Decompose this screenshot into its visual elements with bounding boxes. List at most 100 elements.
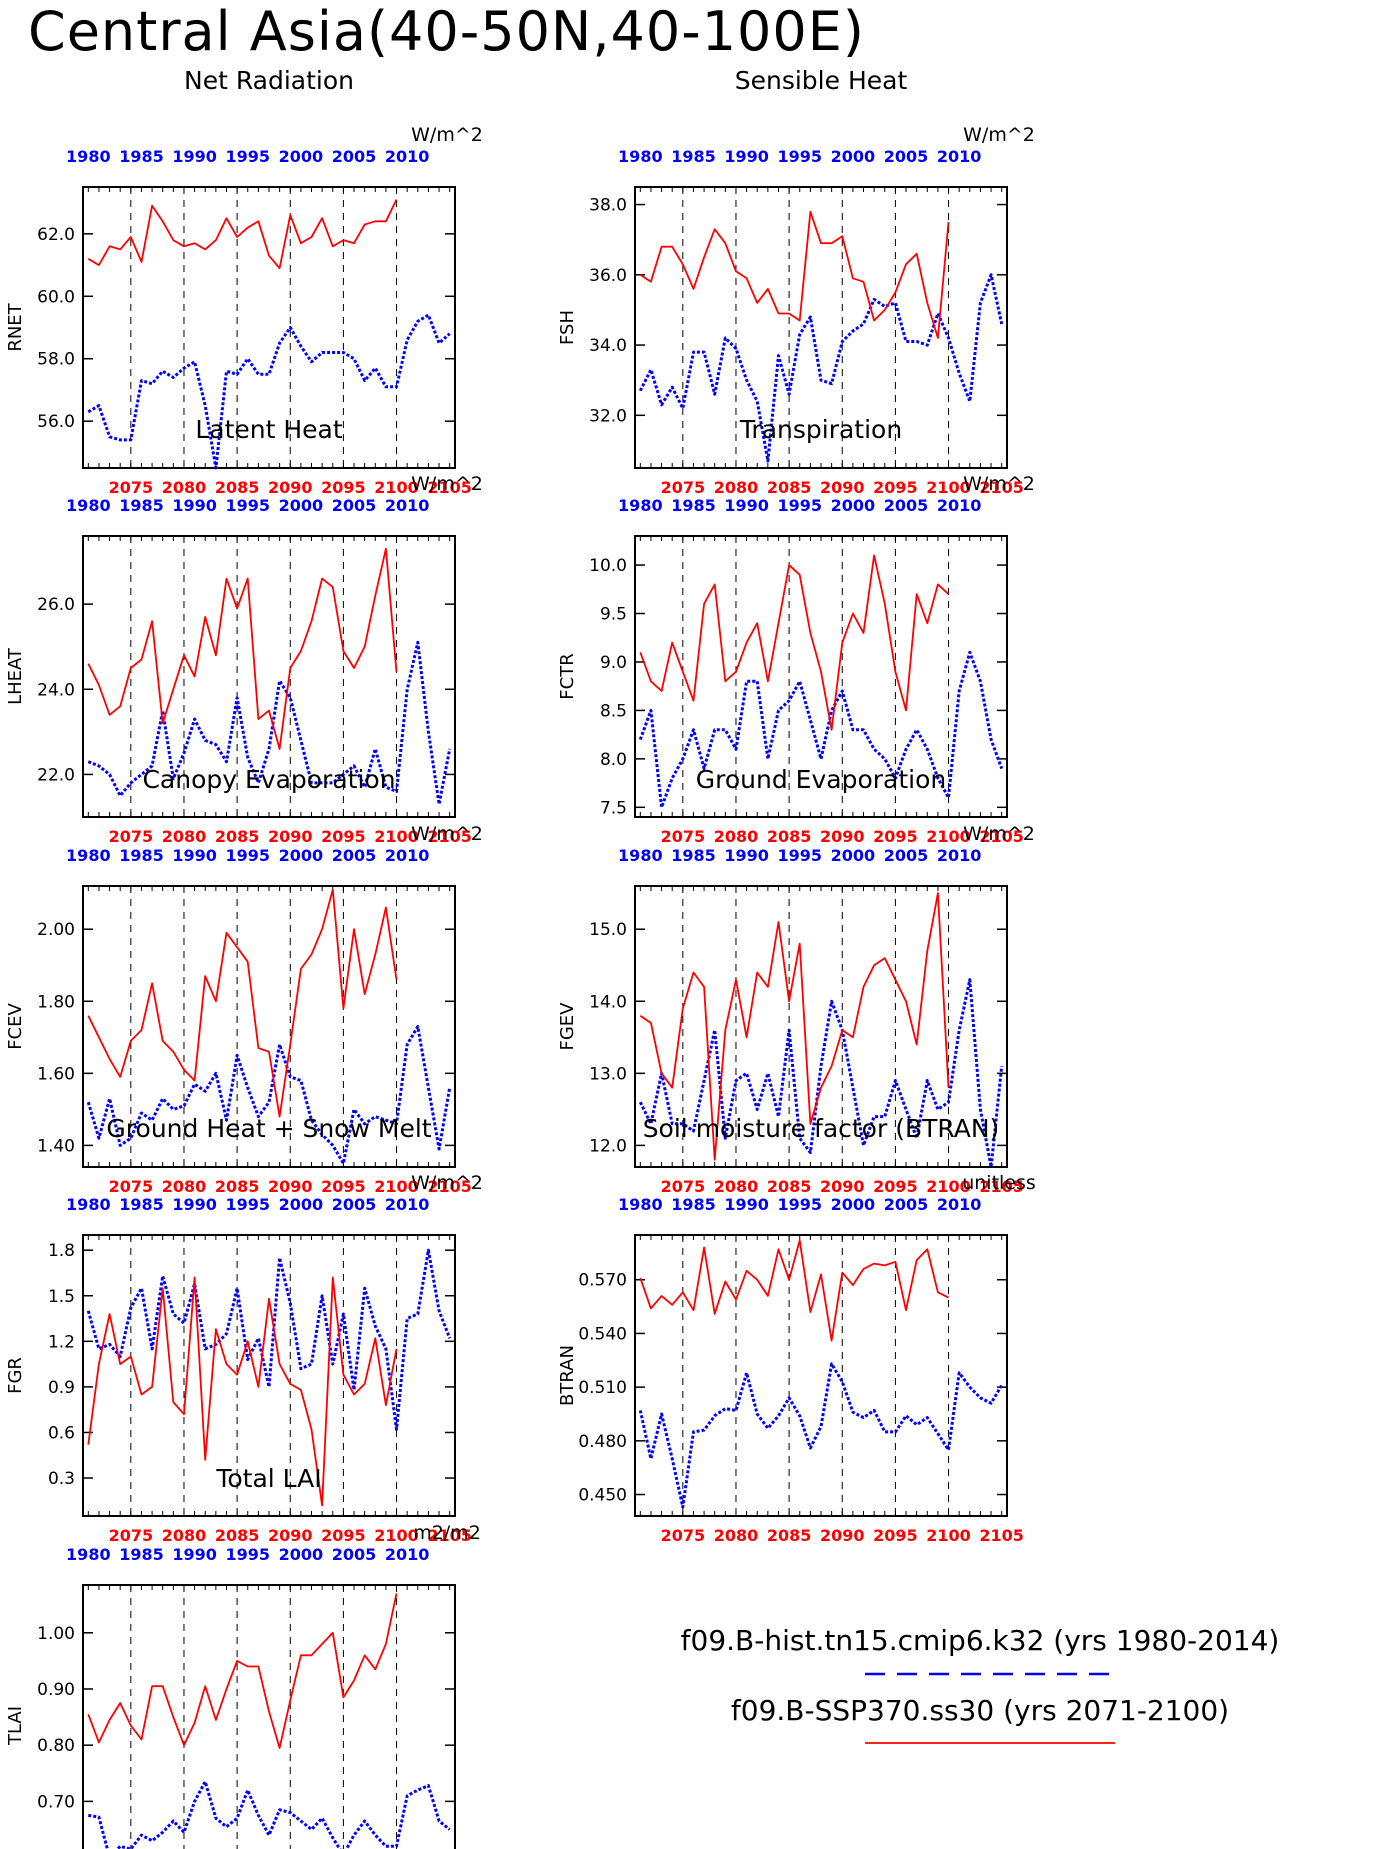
- top-axis-label: 1995: [225, 846, 270, 865]
- y-tick-label: 0.70: [37, 1792, 75, 1812]
- chart-panel-7: Ground Heat + Snow Melt W/m^2 0.3 0.6 0.9 1.2…: [5, 1114, 483, 1545]
- bottom-axis-label: 2075: [109, 1526, 154, 1545]
- top-axis-label: 1990: [172, 846, 217, 865]
- top-axis-label: 1995: [777, 147, 822, 166]
- chart-title: Latent Heat: [195, 415, 343, 444]
- bottom-axis-label: 2105: [979, 827, 1024, 846]
- y-tick-label: 0.90: [37, 1680, 75, 1700]
- top-axis-label: 1990: [172, 147, 217, 166]
- top-axis-label: 1980: [66, 1545, 111, 1564]
- series-line-future: [639, 210, 950, 339]
- legend-hist-label: f09.B-hist.tn15.cmip6.k32 (yrs 1980-2014…: [680, 1624, 1280, 1657]
- top-axis-label: 1985: [671, 846, 716, 865]
- bottom-axis-label: 2100: [374, 1177, 419, 1196]
- y-tick-label: 1.2: [48, 1332, 75, 1352]
- y-tick-label: 9.5: [600, 605, 627, 625]
- top-axis-label: 1980: [66, 846, 111, 865]
- top-axis-label: 1990: [172, 496, 217, 515]
- y-tick-label: 38.0: [589, 196, 627, 216]
- y-axis-label: TLAI: [5, 1706, 26, 1746]
- units-label: W/m^2: [411, 473, 483, 495]
- series-line-future: [639, 892, 950, 1161]
- top-axis-label: 2000: [279, 1195, 324, 1214]
- chart-panel-4: Transpiration W/m^2 7.5 8.0 8.5 9.0 9.5 10.0 207…: [557, 415, 1035, 846]
- chart-title: Transpiration: [739, 415, 902, 444]
- bottom-axis-label: 2075: [109, 478, 154, 497]
- top-axis-label: 1985: [671, 147, 716, 166]
- y-tick-label: 1.00: [37, 1624, 75, 1644]
- top-axis-label: 2010: [937, 496, 982, 515]
- y-tick-label: 36.0: [589, 266, 627, 286]
- chart-panel-8: Soil moisture factor (BTRAN) unitless 0.45…: [557, 1114, 1036, 1545]
- bottom-axis-label: 2090: [820, 827, 865, 846]
- chart-panel-5: Canopy Evaporation W/m^2 1.40 1.60 1.80 2.00 2…: [5, 765, 483, 1196]
- bottom-axis-label: 2080: [714, 1177, 759, 1196]
- bottom-axis-label: 2100: [926, 827, 971, 846]
- top-axis-label: 1995: [777, 846, 822, 865]
- series-line-future: [87, 1276, 398, 1507]
- top-axis-label: 2000: [831, 846, 876, 865]
- top-axis-label: 1990: [724, 496, 769, 515]
- top-axis-label: 2010: [385, 496, 430, 515]
- y-tick-label: 14.0: [589, 992, 627, 1012]
- top-axis-label: 1985: [671, 1195, 716, 1214]
- top-axis-label: 2005: [884, 1195, 929, 1214]
- y-tick-label: 0.510: [578, 1378, 627, 1398]
- series-line-future: [87, 888, 398, 1118]
- y-tick-label: 56.0: [37, 412, 75, 432]
- bottom-axis-label: 2095: [321, 1526, 366, 1545]
- units-label: W/m^2: [411, 823, 483, 845]
- legend: f09.B-hist.tn15.cmip6.k32 (yrs 1980-2014…: [600, 1624, 1360, 1744]
- bottom-axis-label: 2085: [767, 827, 812, 846]
- top-axis-label: 2010: [385, 1195, 430, 1214]
- series-line-future: [87, 1593, 398, 1749]
- bottom-axis-label: 2075: [661, 1526, 706, 1545]
- bottom-axis-label: 2080: [162, 1177, 207, 1196]
- top-axis-label: 1995: [225, 1545, 270, 1564]
- series-line-hist: [638, 1362, 1003, 1509]
- bottom-axis-label: 2100: [374, 1526, 419, 1545]
- top-axis-label: 2010: [937, 1195, 982, 1214]
- bottom-axis-label: 2095: [873, 1526, 918, 1545]
- series-line-hist: [638, 978, 1004, 1169]
- chart-title: Soil moisture factor (BTRAN): [643, 1114, 1000, 1143]
- top-axis-label: 2010: [385, 1545, 430, 1564]
- chart-title: Canopy Evaporation: [142, 765, 395, 794]
- top-axis-label: 2010: [937, 147, 982, 166]
- legend-hist-swatch: [865, 1672, 1115, 1676]
- top-axis-label: 1985: [119, 147, 164, 166]
- top-axis-label: 2005: [884, 147, 929, 166]
- top-axis-label: 1980: [618, 846, 663, 865]
- top-axis-label: 2010: [385, 147, 430, 166]
- y-tick-label: 7.5: [600, 798, 627, 818]
- chart-panel-3: Latent Heat W/m^2 22.0 24.0 26.0 2075 2080 2085…: [5, 415, 483, 846]
- top-axis-label: 2005: [332, 147, 377, 166]
- bottom-axis-label: 2095: [873, 1177, 918, 1196]
- top-axis-label: 2000: [279, 496, 324, 515]
- page-title: Central Asia(40-50N,40-100E): [28, 0, 865, 63]
- bottom-axis-label: 2105: [979, 1177, 1024, 1196]
- series-line-future: [639, 1239, 949, 1342]
- legend-future-swatch: [865, 1742, 1115, 1744]
- top-axis-label: 1980: [618, 1195, 663, 1214]
- y-tick-label: 2.00: [37, 920, 75, 940]
- y-tick-label: 0.450: [578, 1486, 627, 1506]
- bottom-axis-label: 2090: [820, 1526, 865, 1545]
- top-axis-label: 2010: [385, 846, 430, 865]
- units-label: W/m^2: [963, 473, 1035, 495]
- bottom-axis-label: 2075: [661, 1177, 706, 1196]
- chart-title: Total LAI: [215, 1464, 321, 1493]
- units-label: W/m^2: [963, 124, 1035, 146]
- top-axis-label: 1980: [66, 1195, 111, 1214]
- top-axis-label: 2005: [332, 1195, 377, 1214]
- bottom-axis-label: 2075: [661, 827, 706, 846]
- units-label: unitless: [962, 1172, 1036, 1194]
- top-axis-label: 1980: [66, 496, 111, 515]
- y-tick-label: 12.0: [589, 1136, 627, 1156]
- bottom-axis-label: 2080: [162, 1526, 207, 1545]
- top-axis-label: 2010: [937, 846, 982, 865]
- y-axis-label: FCEV: [5, 1003, 26, 1050]
- bottom-axis-label: 2085: [767, 1177, 812, 1196]
- top-axis-label: 1995: [225, 1195, 270, 1214]
- top-axis-label: 2005: [332, 846, 377, 865]
